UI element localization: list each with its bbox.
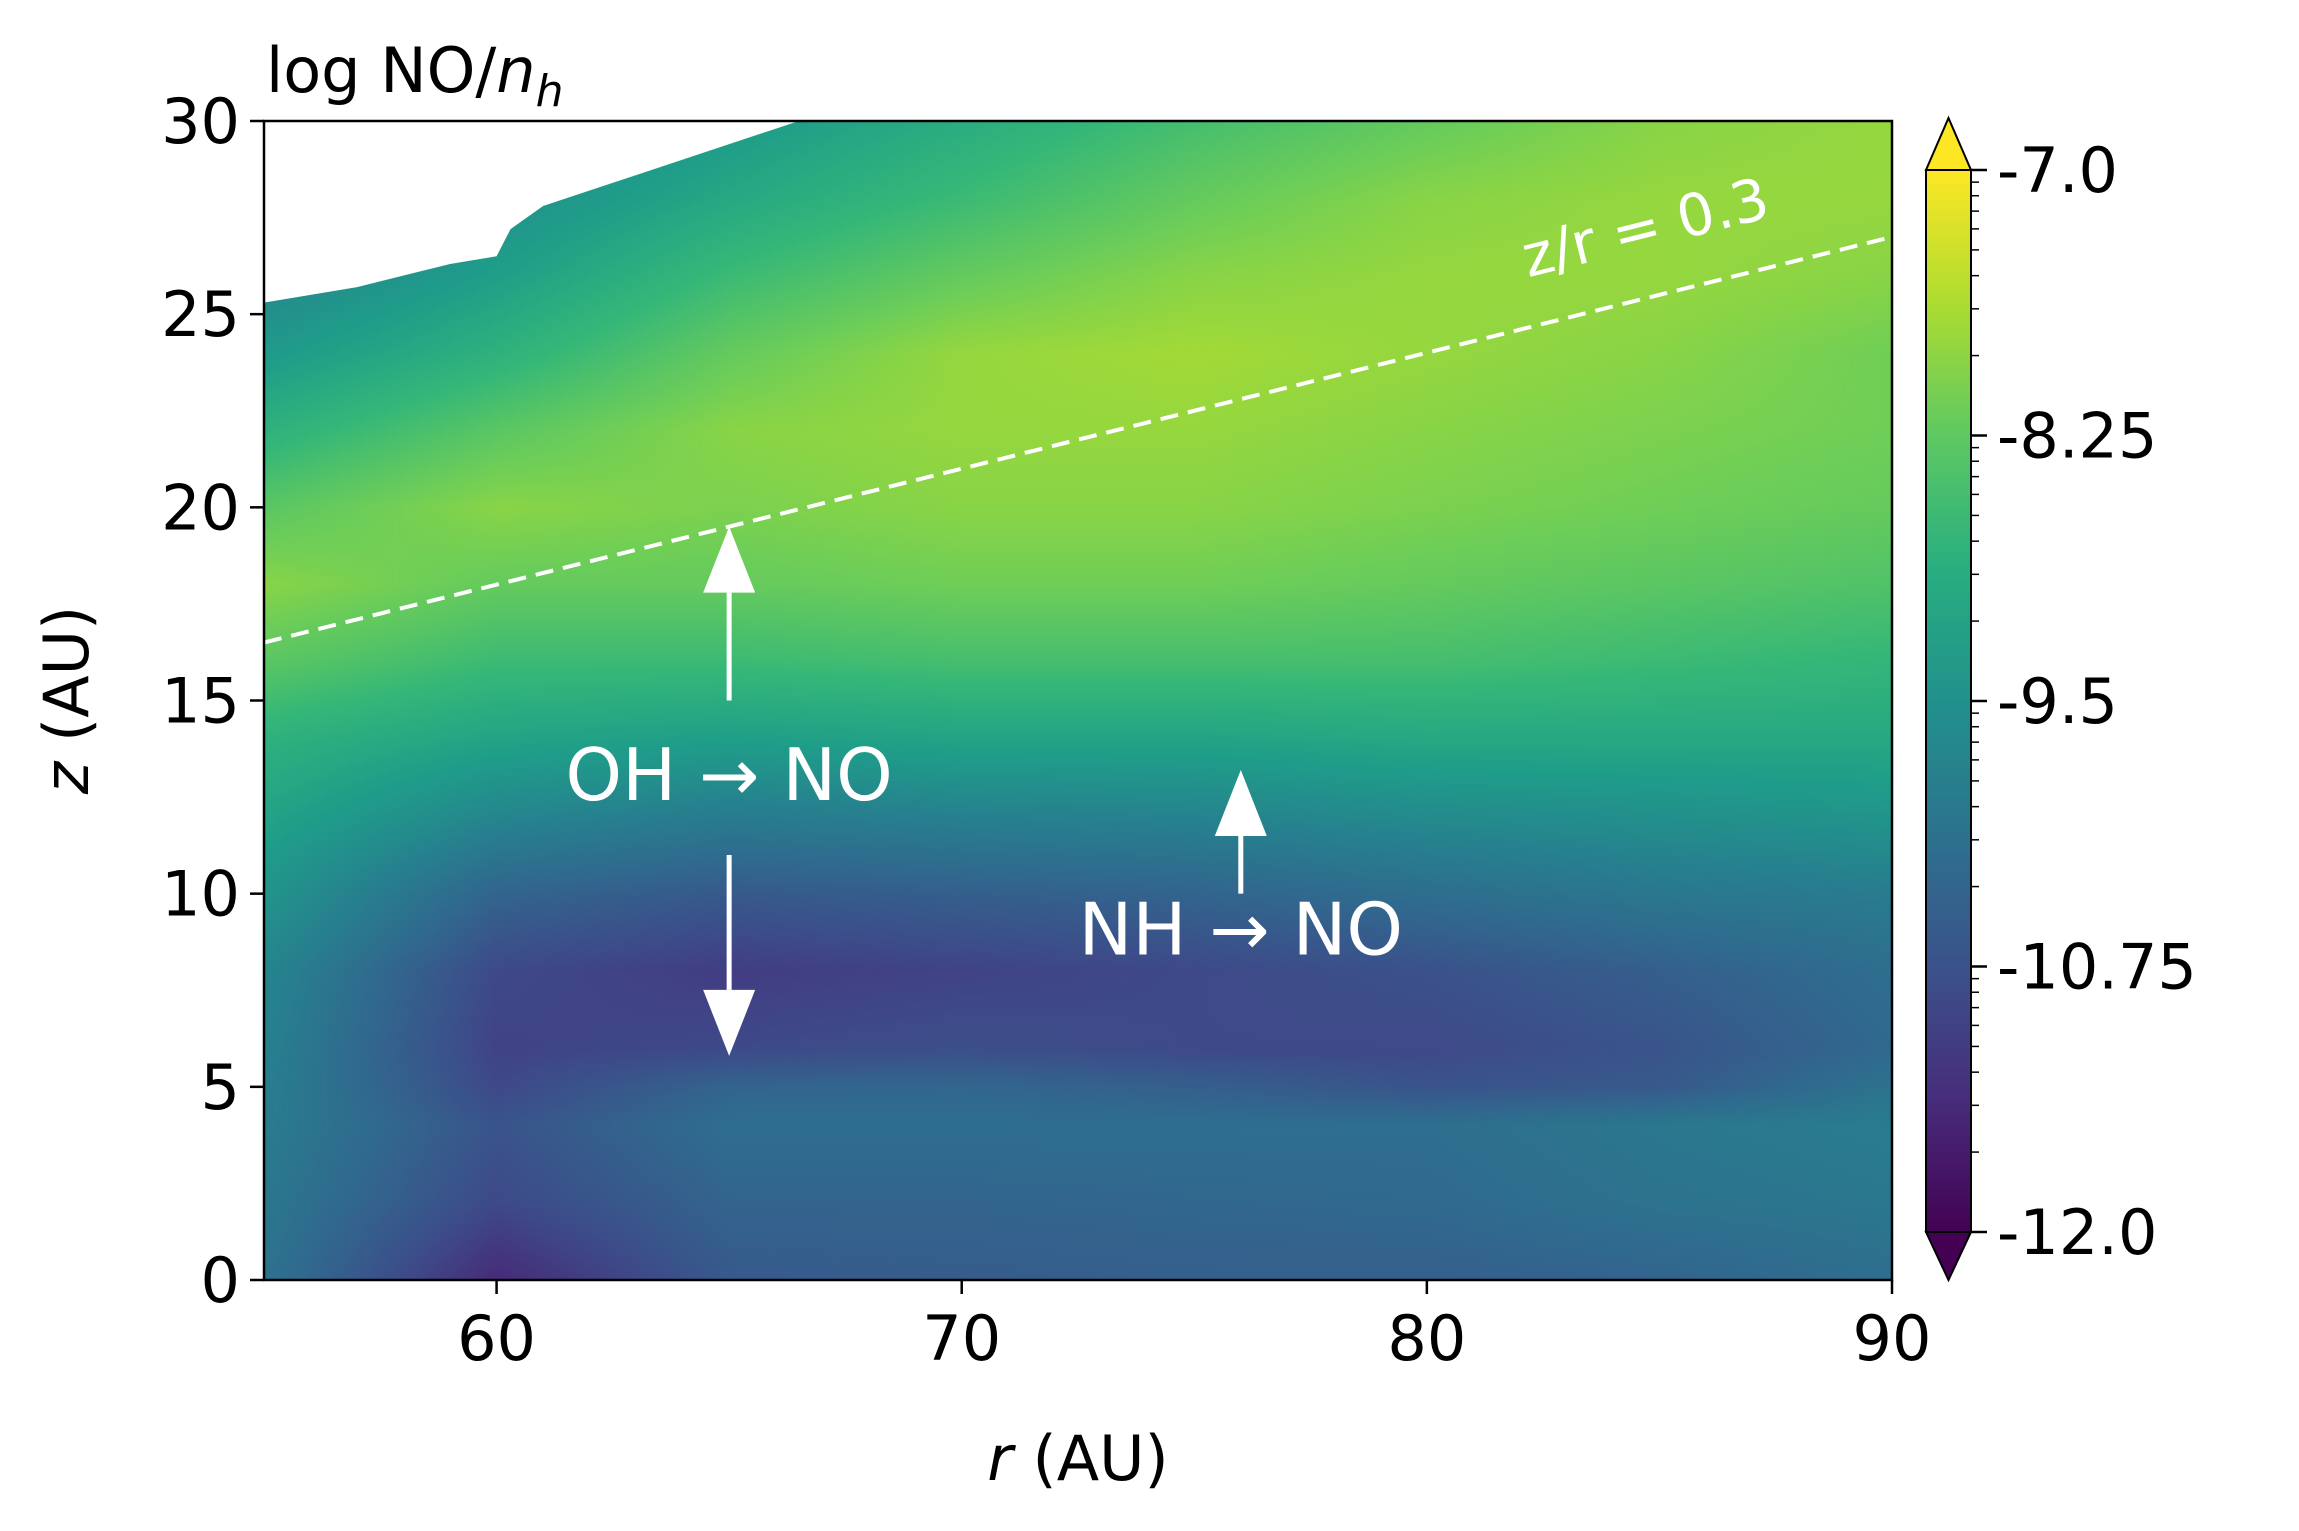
y-tick-label: 30 — [161, 85, 240, 158]
x-tick-label: 60 — [457, 1302, 536, 1375]
x-axis-label: r (AU) — [987, 1422, 1168, 1495]
chart-title-var: n — [496, 34, 535, 107]
colorbar-tick-label: -8.25 — [1997, 400, 2157, 473]
x-tick-label: 70 — [922, 1302, 1001, 1375]
y-tick-label: 20 — [161, 471, 240, 544]
y-tick-label: 10 — [161, 858, 240, 931]
colorbar-extend-bottom — [1924, 1231, 1973, 1283]
x-tick-label: 90 — [1853, 1302, 1932, 1375]
x-tick-label: 80 — [1387, 1302, 1466, 1375]
colorbar-ticks: -7.0 -8.25 -9.5 -10.75 -12.0 — [1971, 134, 2197, 1269]
heatmap-area — [264, 121, 1892, 1280]
y-tick-label: 0 — [201, 1244, 240, 1317]
colorbar-gradient — [1926, 170, 1971, 1232]
x-axis-ticks: 60 70 80 90 — [457, 1280, 1931, 1375]
x-axis-label-unit: (AU) — [1013, 1422, 1169, 1495]
colorbar-tick-label: -12.0 — [1997, 1196, 2157, 1269]
y-tick-label: 15 — [161, 665, 240, 738]
colorbar-tick-label: -9.5 — [1997, 665, 2118, 738]
heatmap-image — [264, 121, 1892, 1280]
chart-title: log NO/nh — [266, 34, 563, 117]
annotations: OH → NO NH → NO — [565, 526, 1403, 1056]
y-axis-label-unit: (AU) — [30, 606, 103, 762]
annotation-arrow-up — [1214, 770, 1267, 894]
y-axis-ticks: 0 5 10 15 20 25 30 — [161, 85, 264, 1317]
annotation-label: OH → NO — [565, 733, 892, 817]
x-axis-label-var: r — [987, 1422, 1016, 1495]
chart-title-prefix: log NO/ — [266, 34, 496, 107]
annotation-arrow-down — [703, 855, 756, 1056]
chart-title-sub: h — [536, 66, 564, 117]
annotation-label: NH → NO — [1078, 887, 1403, 971]
colorbar: -7.0 -8.25 -9.5 -10.75 -12.0 — [1924, 115, 2197, 1283]
y-tick-label: 5 — [201, 1051, 240, 1124]
masked-region — [264, 121, 799, 303]
colorbar-tick-label: -10.75 — [1997, 931, 2197, 1004]
annotation-arrow-up — [703, 526, 756, 701]
colorbar-extend-top — [1924, 115, 1973, 171]
y-axis-label: z (AU) — [30, 606, 103, 795]
y-axis-label-var: z — [30, 760, 103, 795]
y-tick-label: 25 — [161, 278, 240, 351]
colorbar-tick-label: -7.0 — [1997, 134, 2118, 207]
